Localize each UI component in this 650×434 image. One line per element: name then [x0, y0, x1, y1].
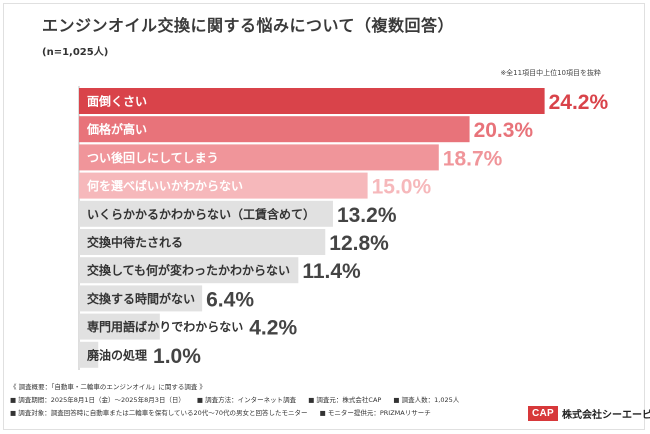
chart-title: エンジンオイル交換に関する悩みについて（複数回答）	[42, 16, 455, 35]
value-label: 6.4%	[206, 288, 254, 311]
bar	[79, 200, 333, 227]
survey-summary: 《 調査概要：「自動車・二輪車のエンジンオイル」に関する調査 》 ■ 調査期間：…	[10, 381, 510, 420]
category-label: いくらかかるかわからない（工賃含めて）	[87, 206, 315, 221]
value-label: 20.3%	[474, 119, 534, 142]
value-label: 1.0%	[153, 345, 201, 368]
value-label: 12.8%	[329, 232, 389, 255]
survey-period: ■ 調査期間：2025年8月1日（金）～2025年8月3日（日）	[10, 396, 185, 404]
category-label: 専門用語ばかりでわからない	[87, 319, 243, 334]
survey-provider: ■ モニター提供元：PRIZMAリサーチ	[319, 409, 431, 417]
value-label: 15.0%	[372, 176, 432, 199]
company-logo: CAP 株式会社シーエーピー	[528, 404, 650, 422]
bar	[79, 285, 203, 312]
survey-target: ■ 調査対象：調査回答時に自動車または二輪車を保有している20代～70代の男女と…	[10, 409, 308, 417]
bar	[79, 88, 545, 114]
bar	[79, 116, 470, 143]
bar-chart: 面倒くさい 24.2% 価格が高い 20.3% つい後回しにしてしまう 18.7% 何を選べ…	[78, 86, 609, 370]
bar	[79, 144, 439, 171]
value-label: 13.2%	[337, 204, 397, 227]
bar	[79, 172, 368, 199]
category-label: 何を選べばいいかわからない	[87, 178, 243, 193]
survey-row-1: ■ 調査期間：2025年8月1日（金）～2025年8月3日（日） ■ 調査方法：…	[10, 394, 510, 407]
survey-heading: 《 調査概要：「自動車・二輪車のエンジンオイル」に関する調査 》	[10, 383, 206, 391]
bar	[79, 257, 299, 284]
category-label: つい後回しにしてしまう	[87, 150, 219, 165]
value-label: 4.2%	[249, 317, 297, 340]
category-label: 廃油の処理	[87, 347, 147, 362]
bar	[79, 313, 160, 340]
survey-count: ■ 調査人数：1,025人	[393, 396, 460, 404]
chart-note: ※全11項目中上位10項目を抜粋	[500, 69, 601, 77]
category-label: 面倒くさい	[87, 94, 147, 109]
bar	[79, 341, 99, 368]
cap-logo-mark: CAP	[528, 405, 559, 421]
category-label: 価格が高い	[86, 122, 147, 137]
survey-method: ■ 調査方法：インターネット調査	[196, 396, 297, 404]
value-label: 11.4%	[302, 260, 361, 283]
figure-frame	[3, 3, 645, 430]
survey-row-2: ■ 調査対象：調査回答時に自動車または二輪車を保有している20代～70代の男女と…	[10, 407, 510, 420]
category-label: 交換する時間がない	[87, 291, 195, 306]
survey-source: ■ 調査元：株式会社CAP	[308, 396, 382, 404]
company-name: 株式会社シーエーピー	[562, 409, 650, 421]
category-label: 交換しても何が変わったかわからない	[87, 263, 290, 278]
category-label: 交換中待たされる	[87, 235, 183, 250]
sample-size: (n=1,025人)	[42, 47, 109, 58]
bar	[79, 229, 326, 255]
value-label: 24.2%	[549, 91, 609, 114]
value-label: 18.7%	[443, 147, 503, 170]
